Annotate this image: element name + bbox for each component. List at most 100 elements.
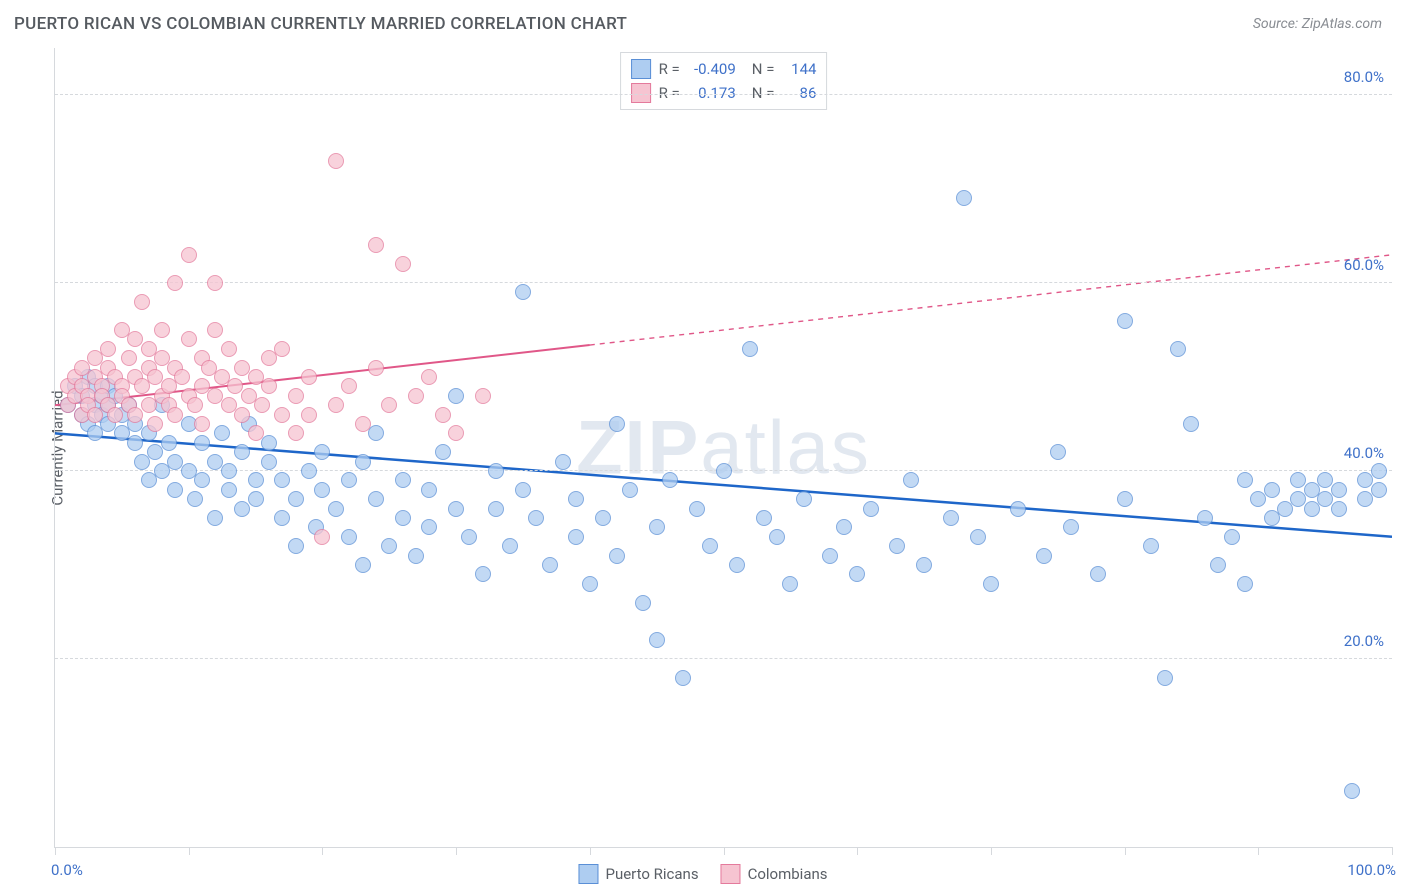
data-point bbox=[502, 538, 518, 554]
legend-label: Colombians bbox=[748, 865, 828, 883]
x-tick bbox=[456, 847, 457, 855]
x-tick bbox=[55, 847, 56, 855]
data-point bbox=[261, 435, 277, 451]
data-point bbox=[161, 435, 177, 451]
data-point bbox=[274, 341, 290, 357]
r-label: R = bbox=[659, 84, 680, 102]
data-point bbox=[381, 397, 397, 413]
data-point bbox=[849, 566, 865, 582]
data-point bbox=[1371, 482, 1387, 498]
data-point bbox=[121, 350, 137, 366]
data-point bbox=[1331, 482, 1347, 498]
data-point bbox=[221, 341, 237, 357]
data-point bbox=[649, 519, 665, 535]
stats-row: R =-0.409N =144 bbox=[631, 57, 817, 81]
data-point bbox=[461, 529, 477, 545]
x-tick-label: 0.0% bbox=[51, 861, 83, 879]
data-point bbox=[301, 463, 317, 479]
data-point bbox=[609, 416, 625, 432]
data-point bbox=[207, 510, 223, 526]
data-point bbox=[1183, 416, 1199, 432]
data-point bbox=[1117, 491, 1133, 507]
data-point bbox=[863, 501, 879, 517]
data-point bbox=[1264, 482, 1280, 498]
x-tick-label: 100.0% bbox=[1347, 861, 1396, 879]
legend-swatch bbox=[631, 83, 651, 103]
data-point bbox=[1063, 519, 1079, 535]
data-point bbox=[1036, 548, 1052, 564]
data-point bbox=[207, 275, 223, 291]
data-point bbox=[288, 388, 304, 404]
data-point bbox=[448, 388, 464, 404]
data-point bbox=[167, 275, 183, 291]
r-value: -0.409 bbox=[688, 60, 736, 78]
data-point bbox=[248, 425, 264, 441]
data-point bbox=[515, 482, 531, 498]
data-point bbox=[274, 510, 290, 526]
data-point bbox=[488, 501, 504, 517]
data-point bbox=[274, 472, 290, 488]
stats-legend-box: R =-0.409N =144R =0.173N =86 bbox=[620, 52, 828, 110]
data-point bbox=[582, 576, 598, 592]
data-point bbox=[341, 378, 357, 394]
data-point bbox=[167, 407, 183, 423]
data-point bbox=[147, 416, 163, 432]
data-point bbox=[194, 416, 210, 432]
legend-item: Puerto Ricans bbox=[578, 864, 698, 884]
data-point bbox=[1170, 341, 1186, 357]
data-point bbox=[314, 444, 330, 460]
data-point bbox=[167, 482, 183, 498]
x-tick bbox=[1258, 847, 1259, 855]
data-point bbox=[649, 632, 665, 648]
x-tick bbox=[590, 847, 591, 855]
data-point bbox=[635, 595, 651, 611]
data-point bbox=[181, 331, 197, 347]
data-point bbox=[395, 472, 411, 488]
x-tick bbox=[857, 847, 858, 855]
data-point bbox=[756, 510, 772, 526]
data-point bbox=[836, 519, 852, 535]
n-value: 86 bbox=[782, 84, 816, 102]
data-point bbox=[515, 284, 531, 300]
trend-lines bbox=[55, 48, 1392, 847]
gridline-h bbox=[55, 94, 1392, 95]
y-tick-label: 20.0% bbox=[1344, 632, 1384, 650]
y-tick-label: 60.0% bbox=[1344, 256, 1384, 274]
data-point bbox=[134, 294, 150, 310]
r-label: R = bbox=[659, 60, 680, 78]
stats-row: R =0.173N =86 bbox=[631, 81, 817, 105]
plot-area: ZIPatlas R =-0.409N =144R =0.173N =86 20… bbox=[54, 48, 1392, 848]
data-point bbox=[288, 538, 304, 554]
legend-swatch bbox=[631, 59, 651, 79]
data-point bbox=[395, 256, 411, 272]
gridline-h bbox=[55, 282, 1392, 283]
y-tick-label: 80.0% bbox=[1344, 68, 1384, 86]
data-point bbox=[408, 388, 424, 404]
data-point bbox=[568, 491, 584, 507]
data-point bbox=[248, 472, 264, 488]
data-point bbox=[568, 529, 584, 545]
data-point bbox=[689, 501, 705, 517]
data-point bbox=[822, 548, 838, 564]
data-point bbox=[716, 463, 732, 479]
data-point bbox=[448, 501, 464, 517]
trend-line-extrapolated bbox=[590, 255, 1392, 345]
data-point bbox=[542, 557, 558, 573]
data-point bbox=[1371, 463, 1387, 479]
chart-title: PUERTO RICAN VS COLOMBIAN CURRENTLY MARR… bbox=[14, 14, 627, 34]
bottom-legend: Puerto Ricans Colombians bbox=[578, 864, 827, 884]
n-value: 144 bbox=[782, 60, 816, 78]
x-tick bbox=[189, 847, 190, 855]
chart-container: Currently Married ZIPatlas R =-0.409N =1… bbox=[14, 48, 1392, 848]
n-label: N = bbox=[752, 84, 775, 102]
data-point bbox=[1117, 313, 1133, 329]
data-point bbox=[341, 529, 357, 545]
gridline-h bbox=[55, 658, 1392, 659]
data-point bbox=[234, 407, 250, 423]
data-point bbox=[174, 369, 190, 385]
data-point bbox=[328, 501, 344, 517]
data-point bbox=[254, 397, 270, 413]
data-point bbox=[742, 341, 758, 357]
data-point bbox=[314, 482, 330, 498]
data-point bbox=[435, 407, 451, 423]
